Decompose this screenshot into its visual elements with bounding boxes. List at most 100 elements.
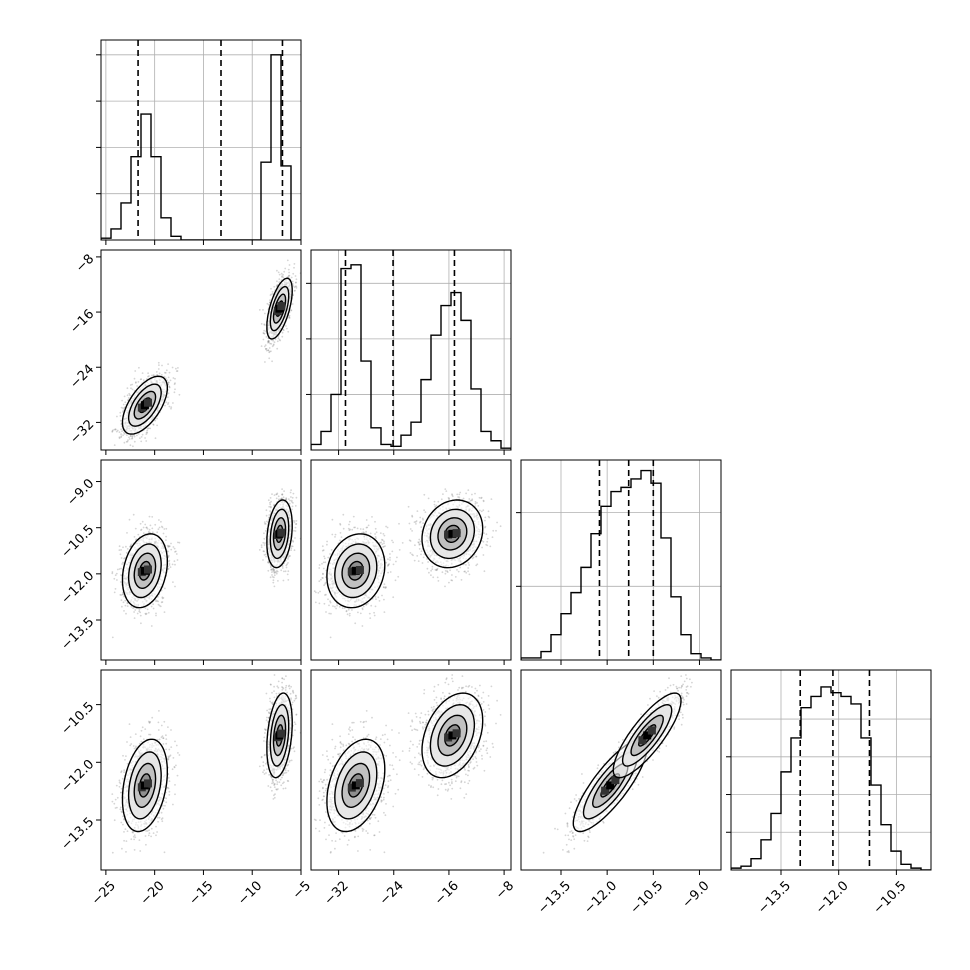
scatter-point <box>263 532 265 535</box>
scatter-point <box>122 434 124 436</box>
scatter-point <box>288 274 291 277</box>
scatter-point <box>142 532 145 534</box>
scatter-point <box>120 599 123 602</box>
scatter-point <box>138 608 141 611</box>
scatter-point <box>123 610 125 612</box>
scatter-point <box>263 550 265 553</box>
scatter-point <box>291 496 294 499</box>
scatter-point <box>130 605 133 608</box>
scatter-point <box>266 302 269 305</box>
histogram-step <box>101 54 301 240</box>
scatter-point <box>258 309 261 311</box>
scatter-point <box>141 372 144 374</box>
scatter-point <box>289 499 291 502</box>
scatter-point <box>262 338 265 341</box>
scatter-point <box>276 347 279 350</box>
scatter-point <box>126 434 128 436</box>
scatter-point <box>164 372 167 374</box>
scatter-point <box>129 384 132 386</box>
hist-panel-1 <box>306 249 512 455</box>
scatter-point <box>294 285 297 288</box>
scatter-point <box>173 547 176 550</box>
scatter-point <box>174 563 176 566</box>
scatter-point <box>172 377 175 379</box>
scatter-point <box>122 409 125 412</box>
scatter-point <box>270 287 272 290</box>
scatter-point <box>131 435 134 437</box>
scatter-point <box>123 441 126 444</box>
scatter-point <box>125 551 128 554</box>
scatter-point <box>276 570 279 573</box>
scatter-point <box>128 392 131 395</box>
scatter-point <box>264 348 267 350</box>
scatter-point <box>168 386 171 389</box>
scatter-point <box>118 568 121 570</box>
scatter-point <box>142 526 145 529</box>
scatter-point <box>276 340 279 343</box>
scatter-point <box>115 430 118 433</box>
scatter-point <box>139 522 142 525</box>
scatter-point <box>122 546 124 549</box>
scatter-point <box>276 269 278 272</box>
scatter-point <box>280 569 283 572</box>
scatter-point <box>133 435 136 438</box>
scatter-point <box>173 383 176 386</box>
scatter-point <box>267 340 270 342</box>
scatter-point <box>167 363 170 365</box>
scatter-point <box>154 419 157 422</box>
scatter-point <box>152 423 155 426</box>
scatter-point <box>167 396 169 399</box>
scatter-point <box>163 611 166 613</box>
scatter-point <box>268 347 271 349</box>
scatter-point <box>120 557 123 559</box>
scatter-point <box>294 281 297 284</box>
scatter-point <box>164 371 166 374</box>
scatter-point <box>284 267 287 270</box>
scatter-point <box>160 601 163 604</box>
scatter-point <box>290 489 292 491</box>
scatter-point <box>133 377 136 380</box>
scatter-point <box>163 528 166 530</box>
scatter-point <box>123 431 125 434</box>
scatter-point <box>291 303 294 305</box>
scatter-point <box>125 545 127 548</box>
scatter-point <box>139 611 142 614</box>
histogram-step <box>311 264 511 450</box>
scatter-point <box>158 526 161 529</box>
scatter-point <box>265 336 268 338</box>
scatter-point <box>168 371 171 374</box>
scatter-point <box>175 553 178 555</box>
scatter-point <box>129 444 132 447</box>
scatter-point <box>145 440 148 442</box>
scatter-point <box>168 564 171 566</box>
scatter-point <box>151 374 153 377</box>
scatter-point <box>141 433 144 436</box>
scatter-point <box>292 492 295 495</box>
scatter-point <box>120 567 122 570</box>
scatter-point <box>120 428 122 431</box>
scatter-point <box>263 323 266 326</box>
scatter-point <box>283 490 285 492</box>
scatter-point <box>268 357 271 360</box>
scatter-point <box>271 574 273 576</box>
scatter-point <box>126 602 129 605</box>
scatter-point <box>120 436 122 439</box>
scatter-point <box>292 272 295 275</box>
scatter-point <box>146 427 149 430</box>
scatter-point <box>279 339 282 342</box>
scatter-point <box>165 527 168 530</box>
scatter-point <box>278 273 281 276</box>
scatter-point <box>114 588 117 590</box>
scatter-point <box>167 392 170 395</box>
scatter-point <box>137 533 140 536</box>
scatter-point <box>178 393 181 396</box>
scatter-point <box>267 349 270 352</box>
scatter-point <box>267 569 270 572</box>
scatter-point <box>172 581 174 583</box>
scatter-point <box>119 415 122 417</box>
scatter-point <box>132 513 135 516</box>
scatter-point <box>262 559 264 561</box>
scatter-point <box>134 527 137 530</box>
scatter-point <box>168 386 171 388</box>
scatter-point <box>118 431 121 434</box>
